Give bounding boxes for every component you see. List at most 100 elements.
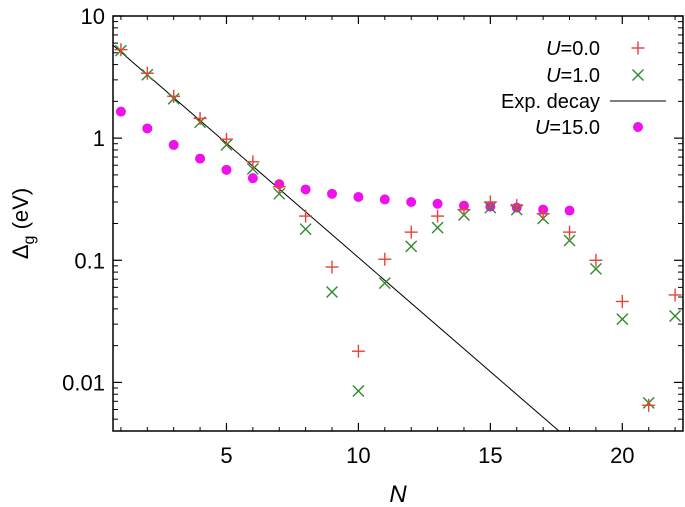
- data-point: [406, 196, 417, 207]
- cross-b: [352, 385, 365, 398]
- y-tick-label: 1: [93, 126, 105, 151]
- legend-label: U=0.0: [546, 38, 600, 60]
- series-u-0-0: [114, 43, 682, 412]
- data-point: [432, 198, 443, 209]
- legend-label: U=15.0: [535, 117, 600, 139]
- data-point: [115, 106, 126, 117]
- data-point: [378, 252, 392, 266]
- data-point: [300, 184, 311, 195]
- data-point: [299, 209, 313, 223]
- legend-label-italic: U: [546, 65, 561, 87]
- data-point: [483, 195, 497, 209]
- plot-frame: [112, 15, 684, 432]
- y-axis-label-rest: (eV): [8, 188, 33, 236]
- data-point: [327, 188, 338, 199]
- data-point: [378, 277, 391, 290]
- data-point: [272, 180, 286, 194]
- data-point: [404, 225, 418, 239]
- legend-label-italic: U: [535, 117, 550, 139]
- cross-b: [669, 309, 682, 322]
- cross-b: [563, 234, 576, 247]
- cross-b: [246, 162, 259, 175]
- series-u-15-0: [115, 106, 575, 216]
- cross-b: [405, 240, 418, 253]
- cross-b: [326, 285, 339, 298]
- data-point: [563, 234, 576, 247]
- data-point: [668, 288, 682, 302]
- data-point: [510, 199, 524, 213]
- data-point: [431, 209, 445, 223]
- data-point: [589, 262, 602, 275]
- legend-key-marker: [632, 69, 644, 81]
- data-point: [140, 66, 154, 80]
- data-point: [379, 194, 390, 205]
- data-point: [642, 398, 656, 412]
- legend-entry: Exp. decay: [501, 91, 666, 113]
- y-axis-label: Δg (eV): [8, 188, 38, 259]
- data-point: [219, 132, 233, 146]
- data-point: [246, 162, 259, 175]
- legend-label: Exp. decay: [501, 91, 600, 113]
- data-point: [564, 205, 575, 216]
- data-point: [563, 225, 577, 239]
- legend-key-marker: [631, 41, 645, 55]
- data-point: [616, 313, 629, 326]
- y-tick-label: 10: [81, 4, 105, 29]
- cross-b: [273, 187, 286, 200]
- data-point: [326, 285, 339, 298]
- legend-entry: U=15.0: [535, 117, 643, 139]
- data-point: [167, 89, 181, 103]
- legend-label-rest: =15.0: [549, 117, 600, 139]
- series-layer: [113, 43, 682, 431]
- legend-label-rest: =0.0: [561, 38, 600, 60]
- legend-label: U=1.0: [546, 65, 600, 87]
- legend-key-marker: [633, 122, 643, 132]
- data-point: [299, 223, 312, 236]
- data-point: [168, 139, 179, 150]
- data-point: [246, 155, 260, 169]
- data-point: [669, 309, 682, 322]
- data-point: [325, 260, 339, 274]
- data-point: [247, 173, 258, 184]
- series-exp-decay: [113, 44, 560, 431]
- data-point: [536, 207, 550, 221]
- data-point: [431, 221, 444, 234]
- data-point: [195, 153, 206, 164]
- data-point: [221, 164, 232, 175]
- cross-b: [632, 69, 644, 81]
- legend-label-rest: =1.0: [561, 65, 600, 87]
- data-point: [353, 191, 364, 202]
- cross-b: [431, 221, 444, 234]
- y-tick-label: 0.01: [62, 370, 105, 395]
- exp-decay-line: [113, 44, 560, 431]
- tick-labels: 5 10 15 20 0.01 0.1 1 10: [62, 4, 634, 468]
- data-point: [405, 240, 418, 253]
- legend-entry: U=0.0: [546, 38, 645, 60]
- data-point: [273, 187, 286, 200]
- data-point: [457, 203, 471, 217]
- cross-b: [378, 277, 391, 290]
- legend-entry: U=1.0: [546, 65, 644, 87]
- x-tick-label: 15: [478, 443, 502, 468]
- x-tick-label: 20: [610, 443, 634, 468]
- data-point: [352, 385, 365, 398]
- data-point: [615, 294, 629, 308]
- x-tick-label: 10: [346, 443, 370, 468]
- x-tick-label: 5: [220, 443, 232, 468]
- cross-b: [616, 313, 629, 326]
- cross-b: [589, 262, 602, 275]
- y-axis-label-main: Δ: [8, 244, 33, 259]
- x-axis-label: N: [389, 481, 407, 507]
- cross-b: [299, 223, 312, 236]
- data-point: [351, 344, 365, 358]
- data-point: [114, 43, 128, 57]
- tick-marks: [113, 15, 683, 432]
- data-point: [589, 253, 603, 267]
- legend-label-italic: U: [546, 38, 561, 60]
- data-point: [142, 123, 153, 134]
- data-point: [193, 111, 207, 125]
- y-axis-label-sub: g: [21, 236, 38, 245]
- y-tick-label: 0.1: [74, 248, 105, 273]
